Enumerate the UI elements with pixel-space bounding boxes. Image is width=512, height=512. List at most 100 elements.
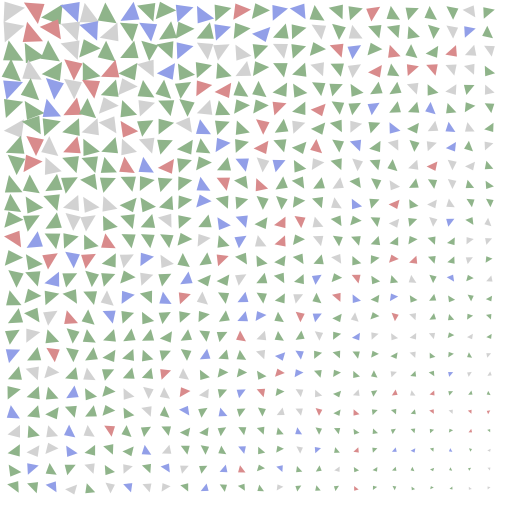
triangle [486, 390, 491, 396]
triangle [370, 312, 380, 320]
triangle [313, 254, 324, 265]
triangle [408, 236, 418, 245]
triangle [351, 332, 360, 341]
triangle [196, 194, 212, 208]
triangle [353, 409, 360, 416]
triangle [275, 368, 285, 377]
triangle [333, 331, 342, 340]
triangle [215, 137, 231, 153]
triangle [79, 98, 97, 119]
triangle [64, 59, 83, 81]
triangle [100, 79, 119, 97]
triangle [217, 157, 231, 171]
triangle [389, 254, 399, 263]
triangle [388, 218, 400, 228]
triangle [446, 6, 459, 20]
triangle [159, 331, 172, 343]
triangle [371, 370, 378, 378]
triangle [140, 426, 151, 437]
triangle [484, 84, 495, 95]
triangle [485, 180, 494, 189]
triangle [390, 352, 398, 359]
triangle [464, 140, 473, 152]
triangle [43, 310, 58, 326]
triangle [484, 122, 494, 132]
triangle [137, 120, 154, 137]
triangle [429, 428, 435, 434]
triangle [334, 428, 341, 435]
triangle [449, 486, 453, 490]
triangle [387, 159, 398, 172]
triangle [196, 22, 214, 39]
triangle [276, 427, 284, 435]
triangle [486, 275, 493, 282]
triangle [332, 313, 342, 323]
triangle [332, 23, 346, 40]
triangle [155, 1, 177, 20]
triangle [217, 235, 230, 248]
triangle [214, 82, 232, 98]
triangle [41, 4, 63, 25]
triangle [196, 156, 212, 171]
triangle [369, 159, 381, 171]
triangle [137, 59, 154, 78]
triangle [428, 24, 440, 39]
triangle [253, 99, 269, 114]
triangle [27, 405, 40, 418]
triangle [351, 274, 361, 284]
triangle [234, 235, 247, 249]
triangle [24, 307, 40, 323]
triangle [139, 22, 158, 42]
triangle [294, 274, 304, 285]
triangle [257, 407, 266, 417]
triangle [329, 83, 343, 97]
triangle [429, 409, 434, 414]
triangle [101, 253, 116, 268]
triangle [348, 102, 361, 116]
triangle [292, 120, 306, 134]
triangle [176, 139, 193, 155]
triangle [26, 445, 40, 457]
triangle [409, 313, 416, 321]
triangle [102, 369, 115, 381]
triangle [63, 233, 79, 249]
triangle [156, 63, 175, 80]
triangle [24, 100, 45, 120]
triangle [410, 466, 415, 472]
triangle [216, 274, 230, 286]
triangle [216, 254, 229, 267]
triangle [3, 80, 23, 100]
triangle [426, 64, 438, 76]
triangle [100, 156, 117, 173]
triangle [312, 197, 324, 209]
triangle [101, 273, 116, 287]
triangle [60, 40, 80, 60]
triangle [235, 252, 247, 265]
triangle [445, 45, 457, 57]
triangle [97, 40, 116, 62]
triangle [199, 427, 209, 437]
triangle [235, 196, 249, 210]
triangle [102, 310, 116, 324]
triangle [312, 292, 322, 304]
triangle [63, 195, 79, 211]
triangle [62, 118, 80, 136]
triangle [311, 158, 325, 170]
triangle [332, 139, 344, 153]
triangle [390, 408, 397, 415]
triangle [26, 231, 43, 248]
triangle [177, 158, 192, 173]
triangle [487, 467, 491, 471]
triangle [388, 199, 400, 209]
triangle [159, 195, 174, 210]
triangle [258, 446, 266, 455]
triangle [101, 233, 116, 249]
triangle [159, 21, 177, 40]
triangle [26, 136, 44, 156]
triangle [66, 347, 79, 363]
triangle [446, 103, 457, 114]
triangle [293, 83, 308, 98]
triangle [180, 465, 189, 474]
triangle [446, 198, 455, 208]
